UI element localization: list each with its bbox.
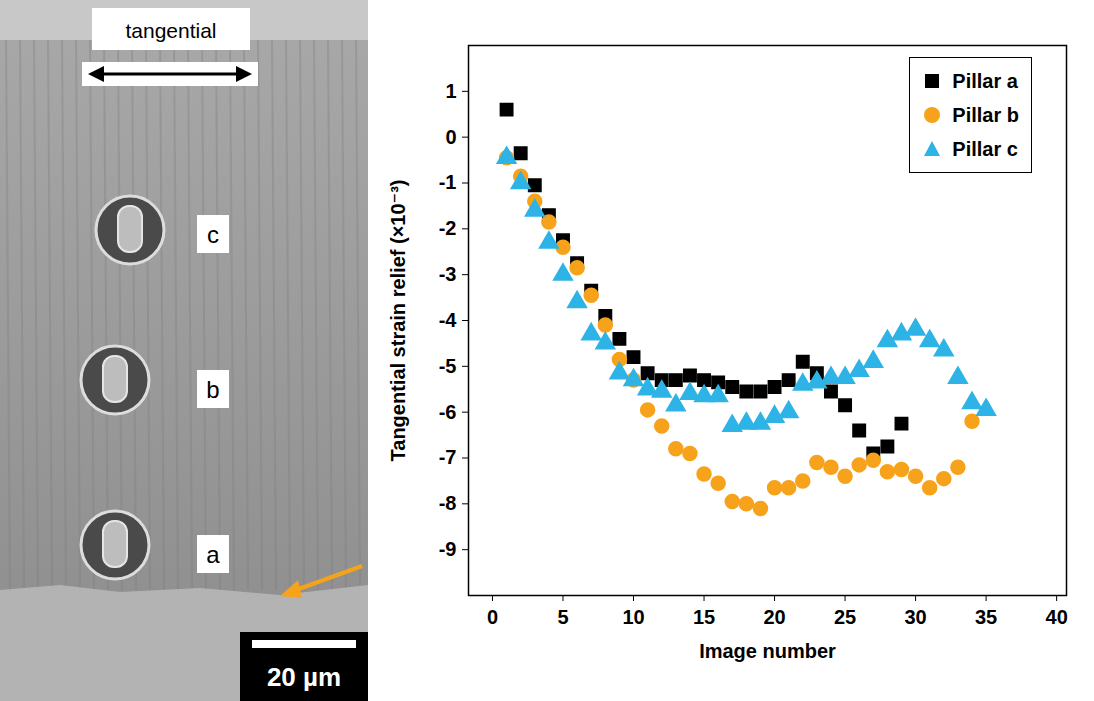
svg-text:c: c bbox=[207, 221, 219, 248]
svg-text:0: 0 bbox=[445, 126, 456, 148]
svg-text:5: 5 bbox=[557, 606, 568, 628]
svg-text:-7: -7 bbox=[439, 446, 457, 468]
svg-text:35: 35 bbox=[975, 606, 997, 628]
svg-text:30: 30 bbox=[904, 606, 926, 628]
svg-text:a: a bbox=[206, 541, 220, 568]
svg-text:1: 1 bbox=[445, 80, 456, 102]
svg-text:0: 0 bbox=[487, 606, 498, 628]
svg-text:10: 10 bbox=[622, 606, 644, 628]
html-text:Pillar c: Pillar c bbox=[952, 137, 1018, 160]
svg-text:20: 20 bbox=[763, 606, 785, 628]
html-text:Pillar a: Pillar a bbox=[952, 69, 1018, 92]
svg-text:-8: -8 bbox=[439, 492, 457, 514]
svg-text:-4: -4 bbox=[439, 309, 458, 331]
svg-text:15: 15 bbox=[693, 606, 715, 628]
svg-text:Tangential strain relief (×10⁻: Tangential strain relief (×10⁻³) bbox=[387, 180, 409, 462]
html-text:Pillar b: Pillar b bbox=[952, 103, 1019, 126]
svg-text:-5: -5 bbox=[439, 355, 457, 377]
svg-text:-1: -1 bbox=[439, 171, 457, 193]
svg-text:-9: -9 bbox=[439, 538, 457, 560]
svg-text:tangential: tangential bbox=[125, 19, 216, 42]
svg-text:20 µm: 20 µm bbox=[267, 662, 341, 692]
svg-text:25: 25 bbox=[834, 606, 856, 628]
svg-text:40: 40 bbox=[1046, 606, 1068, 628]
svg-text:-2: -2 bbox=[439, 217, 457, 239]
svg-text:-3: -3 bbox=[439, 263, 457, 285]
svg-text:-6: -6 bbox=[439, 401, 457, 423]
svg-text:Image number: Image number bbox=[699, 640, 836, 662]
svg-text:b: b bbox=[206, 376, 219, 403]
